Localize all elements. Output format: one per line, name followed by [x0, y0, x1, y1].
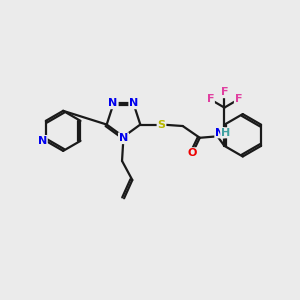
Text: O: O	[188, 148, 197, 158]
Text: N: N	[119, 133, 128, 143]
Text: S: S	[158, 119, 166, 130]
Text: H: H	[221, 128, 230, 138]
Text: N: N	[38, 136, 47, 146]
Text: F: F	[206, 94, 214, 104]
Text: N: N	[215, 128, 224, 138]
Text: N: N	[129, 98, 139, 108]
Text: N: N	[109, 98, 118, 108]
Text: F: F	[220, 87, 228, 97]
Text: F: F	[235, 94, 242, 104]
